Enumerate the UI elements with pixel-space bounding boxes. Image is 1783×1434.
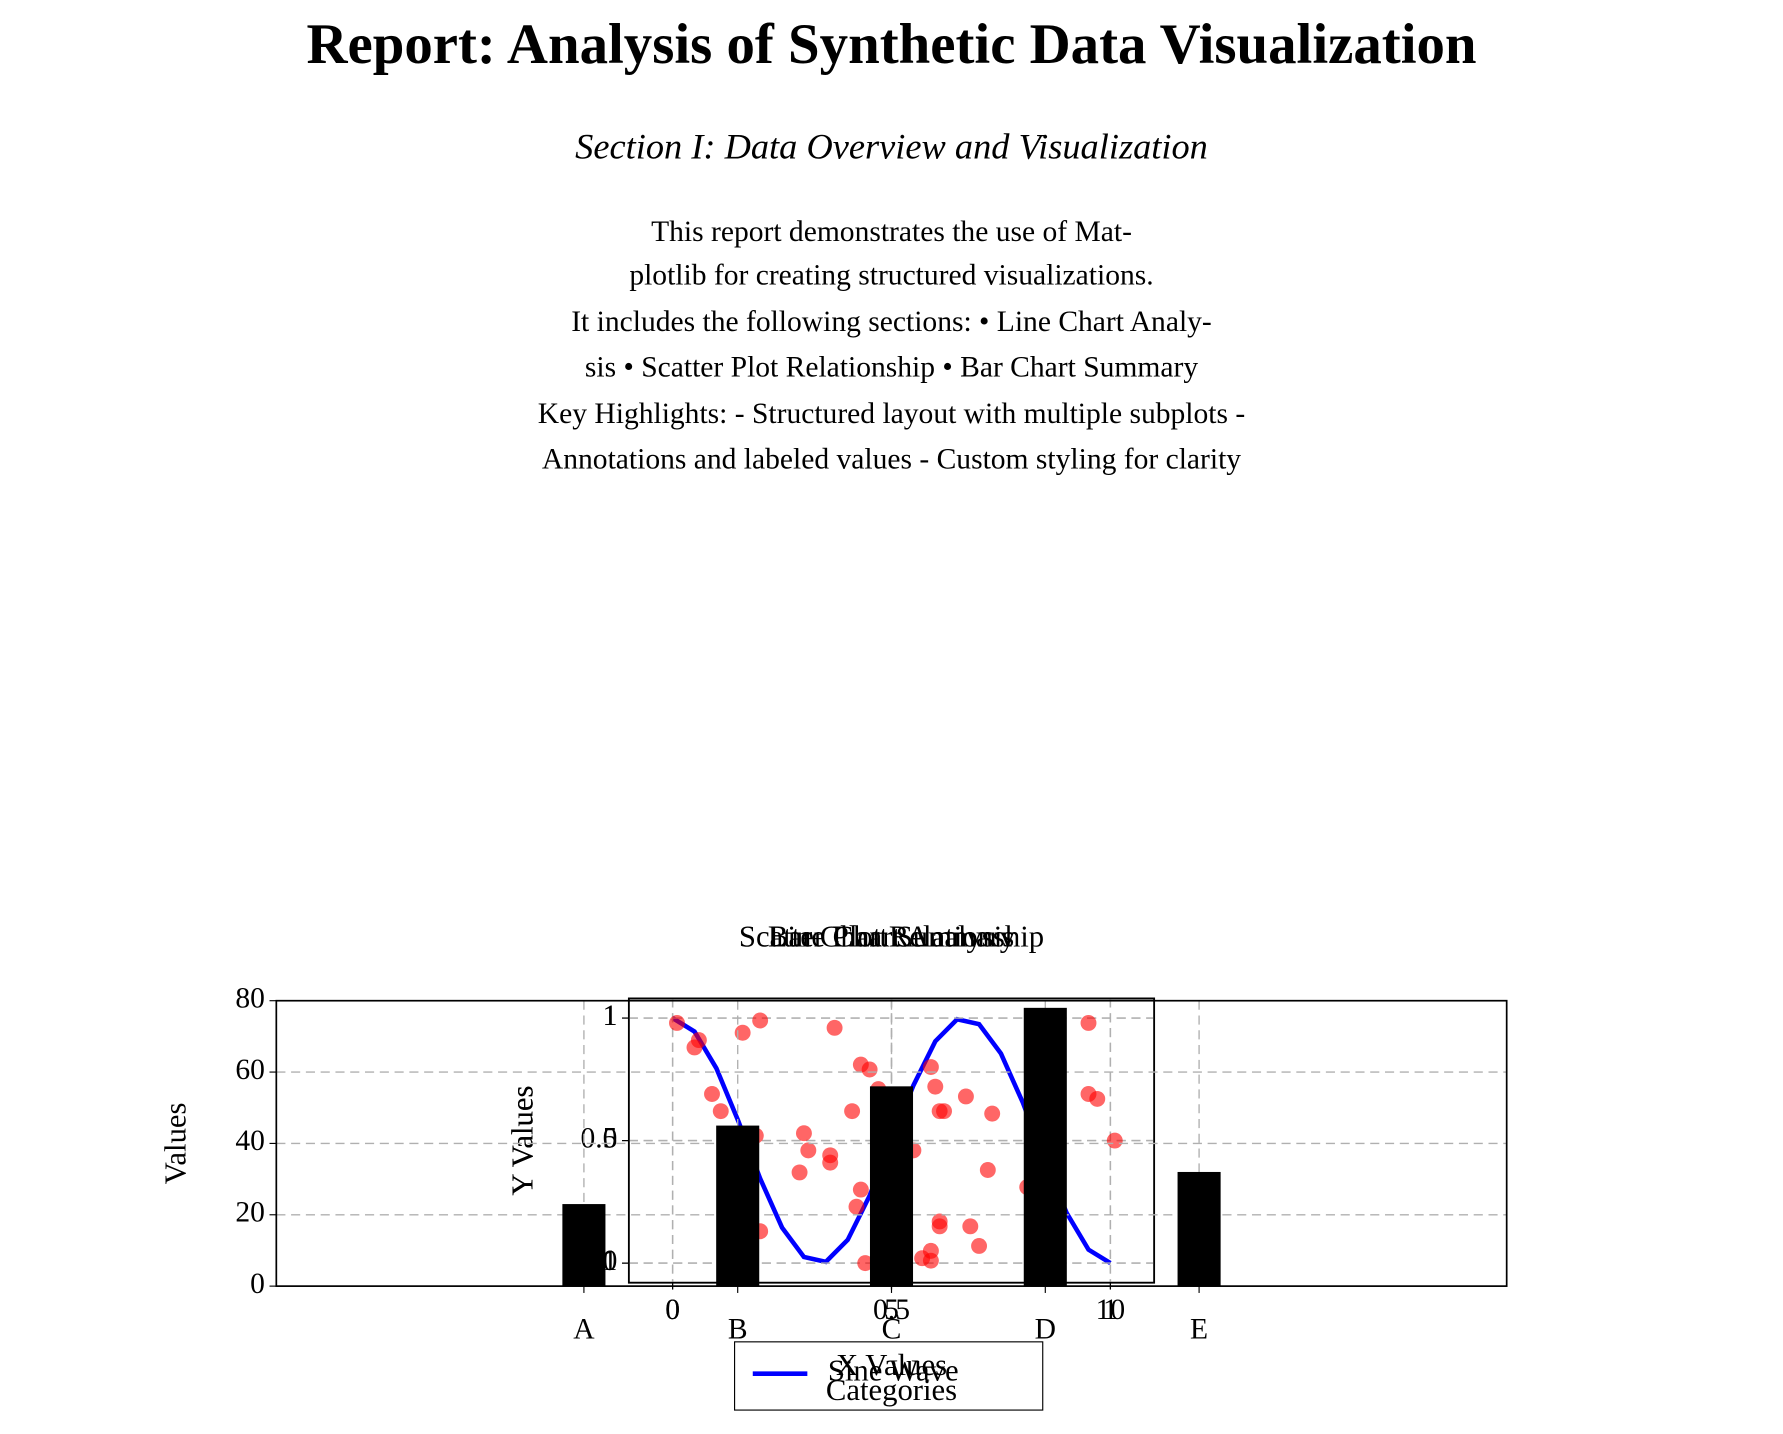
scatter-point <box>861 1061 878 1078</box>
scatter-point <box>791 1164 808 1181</box>
scatter-point <box>844 1103 861 1120</box>
bar <box>1177 1171 1221 1287</box>
scatter-point <box>690 1032 707 1049</box>
y-tick-label: 60 <box>235 1054 265 1086</box>
bar <box>562 1204 606 1287</box>
x-tick-label: A <box>573 1313 595 1345</box>
intro: This report demonstrates the use of Mat-… <box>538 216 1245 475</box>
intro-line: Key Highlights: - Structured layout with… <box>538 398 1245 430</box>
report-title: Report: Analysis of Synthetic Data Visua… <box>306 13 1476 76</box>
scatter-point <box>669 1014 685 1031</box>
scatter-point <box>800 1142 817 1159</box>
y-tick-label: 0.5 <box>581 1122 618 1154</box>
y-axis-label: Y Values <box>505 1086 539 1196</box>
scatter-chart: Scatter Plot Relationship X Values Y Value… <box>505 919 1156 1382</box>
scatter-point <box>957 1088 974 1105</box>
bar <box>869 1086 914 1287</box>
scatter-point <box>795 1125 812 1142</box>
chart-title: Bar Chart Summary <box>768 919 1016 953</box>
x-tick-label: E <box>1190 1313 1208 1345</box>
scatter-point <box>857 1255 874 1272</box>
x-tick-label: C <box>882 1313 902 1345</box>
x-tick-label: 0 <box>665 1294 680 1326</box>
bar <box>1023 1007 1067 1287</box>
chart-title: Line Chart Analysis <box>769 919 1014 953</box>
x-tick-label: B <box>728 1313 748 1345</box>
scatter-point <box>931 1218 948 1235</box>
scatter-point <box>752 1012 769 1029</box>
scatter-point <box>1106 1132 1123 1149</box>
scatter-point <box>979 1162 996 1178</box>
scatter-point <box>852 1181 869 1198</box>
x-tick-label: D <box>1035 1313 1056 1345</box>
legend-label: Sine Wave <box>828 1354 959 1388</box>
scatter-point <box>848 1198 865 1215</box>
scatter-point <box>1089 1090 1106 1107</box>
y-axis-label: Y Values <box>505 1086 539 1196</box>
x-tick-label: 1 <box>1103 1294 1118 1326</box>
scatter-point <box>922 1059 939 1076</box>
scatter-point <box>984 1105 1001 1122</box>
intro-line: plotlib for creating structured visualiz… <box>629 259 1153 291</box>
x-axis-label: X Values <box>836 1348 947 1382</box>
bar-chart: Bar Chart Summary Categories Values 0 20 40 60… <box>159 919 1508 1407</box>
x-tick-label: 10 <box>1096 1294 1126 1326</box>
y-tick-label: 20 <box>235 1197 265 1229</box>
x-axis-label: Categories <box>826 1373 957 1407</box>
axes-frame <box>275 999 1508 1287</box>
bar <box>716 1125 760 1287</box>
section-subtitle: Section I: Data Overview and Visualizati… <box>575 126 1208 166</box>
scatter-point <box>734 1024 751 1041</box>
intro-line: sis • Scatter Plot Relationship • Bar Ch… <box>585 351 1198 383</box>
y-axis-label: Values <box>159 1103 193 1185</box>
x-tick-label: 0 <box>665 1294 680 1326</box>
intro-line: This report demonstrates the use of Mat- <box>651 216 1132 248</box>
scatter-point <box>712 1103 729 1120</box>
y-tick-label: 0 <box>603 1245 618 1277</box>
scatter-point <box>971 1237 988 1254</box>
chart-title: Scatter Plot Relationship <box>739 919 1044 953</box>
y-tick-label: 0 <box>250 1268 265 1300</box>
scatter-point <box>1080 1014 1097 1031</box>
scatter-point <box>962 1218 979 1235</box>
scatter-point <box>936 1103 952 1120</box>
scatter-point <box>826 1019 843 1036</box>
scatter-point <box>927 1078 944 1095</box>
x-tick-label: 5 <box>884 1294 899 1326</box>
scatter-point <box>704 1086 720 1102</box>
y-tick-label: 1 <box>603 1000 618 1032</box>
y-tick-label: 0 <box>603 1122 618 1154</box>
y-tick-label: 80 <box>235 982 265 1014</box>
intro-line: It includes the following sections: • Li… <box>571 306 1212 338</box>
scatter-point <box>922 1242 939 1259</box>
intro-line: Annotations and labeled values - Custom … <box>542 443 1241 475</box>
y-tick-label: 1 <box>603 1000 618 1032</box>
y-tick-label: 40 <box>235 1125 265 1157</box>
x-tick-label: 0.5 <box>873 1294 910 1326</box>
scatter-point <box>822 1154 839 1171</box>
